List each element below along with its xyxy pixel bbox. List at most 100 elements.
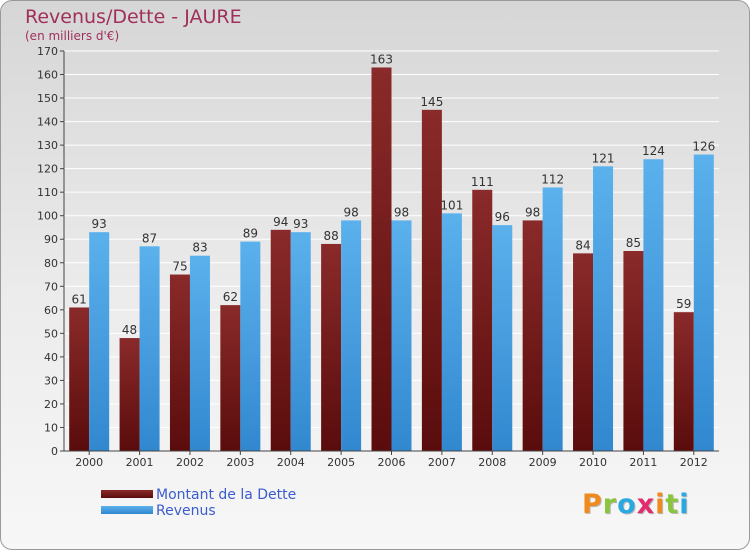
value-label-dette: 94 [273,215,288,229]
value-label-dette: 85 [626,236,641,250]
x-tick-label: 2009 [529,456,557,469]
legend-label-revenus: Revenus [156,503,216,519]
logo-letter: P [582,489,603,520]
value-label-revenus: 96 [495,210,510,224]
value-label-dette: 84 [575,238,590,252]
value-label-dette: 111 [471,175,494,189]
y-tick-label: 170 [37,45,58,58]
value-label-revenus: 87 [142,231,157,245]
chart-subtitle: (en milliers d'€) [25,29,120,43]
bar-dette [169,274,190,451]
value-label-revenus: 98 [394,205,409,219]
y-tick-label: 50 [44,327,58,340]
value-label-revenus: 126 [692,140,715,154]
bar-revenus [139,246,160,451]
bar-revenus [542,187,563,451]
bar-dette [673,312,694,451]
value-label-revenus: 101 [440,198,463,212]
value-label-dette: 48 [122,323,137,337]
bar-dette [321,243,342,451]
value-label-dette: 163 [370,52,393,66]
logo-letter: x [636,489,656,520]
x-tick-label: 2001 [126,456,154,469]
value-label-revenus: 121 [592,151,615,165]
bar-revenus [593,166,614,451]
bar-revenus [693,154,714,451]
y-tick-label: 60 [44,304,58,317]
x-tick-label: 2005 [327,456,355,469]
x-tick-label: 2011 [629,456,657,469]
bars [69,67,714,452]
value-label-revenus: 93 [92,217,107,231]
y-tick-label: 90 [44,233,58,246]
bar-revenus [89,232,110,451]
x-tick-label: 2004 [277,456,305,469]
value-label-dette: 61 [72,292,87,306]
value-label-dette: 59 [676,297,691,311]
x-tick-label: 2000 [75,456,103,469]
bar-dette [119,338,140,451]
y-tick-label: 150 [37,92,58,105]
y-tick-label: 120 [37,163,58,176]
x-tick-label: 2012 [680,456,708,469]
value-label-revenus: 112 [541,172,564,186]
y-tick-label: 30 [44,374,58,387]
x-tick-label: 2003 [226,456,254,469]
legend-label-dette: Montant de la Dette [156,487,297,503]
value-label-dette: 145 [420,95,443,109]
proxiti-logo: Proxiti [582,489,690,520]
y-tick-label: 40 [44,351,58,364]
bar-dette [421,109,442,451]
logo-letter: t [665,489,680,520]
bar-revenus [643,159,664,451]
bar-dette [522,220,543,451]
x-tick-label: 2008 [478,456,506,469]
legend-swatch-revenus [101,506,153,514]
bar-dette [69,307,90,451]
chart-title: Revenus/Dette - JAURE [25,6,242,28]
value-label-dette: 88 [323,229,338,243]
legend-swatch-dette [101,490,153,498]
x-tick-label: 2002 [176,456,204,469]
bar-revenus [391,220,412,451]
bar-revenus [341,220,362,451]
logo-letter: i [679,489,690,520]
bar-revenus [189,255,210,451]
bar-dette [573,253,594,451]
bar-revenus [240,241,261,451]
bar-dette [371,67,392,452]
y-tick-label: 10 [44,421,58,434]
value-label-dette: 98 [525,205,540,219]
bar-dette [472,189,493,451]
value-label-dette: 75 [172,260,187,274]
y-tick-label: 70 [44,280,58,293]
value-labels: 61 93 48 87 75 83 62 89 94 93 88 98 163 98 145 101 111 96… [72,52,716,337]
y-tick-label: 0 [51,445,58,458]
y-tick-label: 80 [44,257,58,270]
logo-letter: r [602,489,618,520]
value-label-revenus: 124 [642,144,665,158]
logo-letter: i [655,489,666,520]
value-label-dette: 62 [223,290,238,304]
x-tick-label: 2006 [378,456,406,469]
value-label-revenus: 89 [243,227,258,241]
bar-revenus [441,213,462,451]
y-tick-label: 20 [44,398,58,411]
bar-dette [270,229,291,451]
bar-revenus [290,232,311,451]
bar-revenus [492,225,513,451]
value-label-revenus: 93 [293,217,308,231]
value-label-revenus: 98 [343,205,358,219]
x-tick-label: 2007 [428,456,456,469]
bar-dette [623,251,644,451]
y-tick-label: 160 [37,69,58,82]
logo-letter: o [617,489,637,520]
bar-dette [220,305,241,451]
y-tick-label: 110 [37,186,58,199]
axes: 0 10 20 30 40 50 60 70 80 90 100 110 120 130 140 150 160… [37,45,719,469]
value-label-revenus: 83 [192,241,207,255]
y-tick-label: 140 [37,116,58,129]
x-tick-label: 2010 [579,456,607,469]
